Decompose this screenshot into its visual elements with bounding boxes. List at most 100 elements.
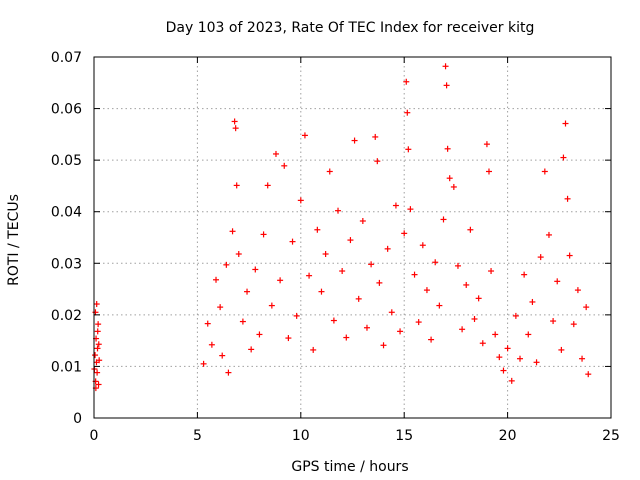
y-tick-label: 0.03 [51, 256, 82, 272]
data-point [479, 340, 486, 347]
data-point [450, 183, 457, 190]
x-tick-label: 5 [193, 428, 202, 444]
x-tick-label: 15 [395, 428, 413, 444]
data-point [92, 309, 99, 316]
data-point [252, 266, 259, 273]
data-point [432, 259, 439, 266]
data-point [545, 231, 552, 238]
ticks-layer: 0 5 10 15 20 25 0 0.01 0.02 0.03 0.04 0.05 0.06 0.07 [51, 50, 620, 444]
data-point [343, 334, 350, 341]
data-point [463, 281, 470, 288]
data-point [260, 231, 267, 238]
data-point [217, 304, 224, 311]
data-point [219, 352, 226, 359]
data-point [529, 298, 536, 305]
data-point [239, 318, 246, 325]
data-point [232, 125, 239, 132]
data-point [459, 326, 466, 333]
data-point [392, 202, 399, 209]
data-point [407, 206, 414, 213]
data-point [301, 132, 308, 139]
data-point [297, 197, 304, 204]
data-point [380, 342, 387, 349]
data-point [471, 315, 478, 322]
data-point [558, 346, 565, 353]
y-tick-label: 0.07 [51, 50, 82, 66]
data-point [233, 182, 240, 189]
x-tick-label: 0 [90, 428, 99, 444]
data-point [508, 377, 515, 384]
data-point [533, 359, 540, 366]
data-point [330, 317, 337, 324]
data-point [562, 120, 569, 127]
data-point [208, 341, 215, 348]
data-point [500, 367, 507, 374]
data-point [248, 346, 255, 353]
data-point [268, 302, 275, 309]
data-point [363, 324, 370, 331]
data-point [583, 304, 590, 311]
data-point [368, 261, 375, 268]
data-point [560, 154, 567, 161]
data-point [512, 312, 519, 319]
data-point [95, 381, 102, 388]
data-point [401, 230, 408, 237]
data-point [277, 277, 284, 284]
data-point [231, 118, 238, 125]
x-axis-label: GPS time / hours [291, 459, 408, 475]
y-tick-label: 0 [73, 411, 82, 427]
data-point [467, 226, 474, 233]
data-point [442, 63, 449, 70]
data-point [374, 158, 381, 165]
grid-layer [94, 57, 611, 418]
data-point [564, 195, 571, 202]
data-point [444, 145, 451, 152]
data-point [306, 272, 313, 279]
data-point [285, 335, 292, 342]
points-layer [91, 63, 592, 392]
data-point [310, 346, 317, 353]
data-point [579, 355, 586, 362]
y-tick-label: 0.01 [51, 359, 82, 375]
chart-title: Day 103 of 2023, Rate Of TEC Index for r… [166, 20, 535, 36]
data-point [272, 150, 279, 157]
data-point [339, 268, 346, 275]
data-point [314, 226, 321, 233]
data-point [293, 312, 300, 319]
data-point [525, 331, 532, 338]
data-point [574, 287, 581, 294]
data-point [229, 228, 236, 235]
data-point [225, 369, 232, 376]
data-point [95, 341, 102, 348]
data-point [443, 82, 450, 89]
data-point [440, 216, 447, 223]
data-point [415, 319, 422, 326]
data-point [235, 251, 242, 258]
data-point [419, 242, 426, 249]
data-point [93, 301, 100, 308]
data-point [404, 109, 411, 116]
data-point [475, 295, 482, 302]
data-point [94, 345, 101, 352]
x-tick-label: 10 [292, 428, 310, 444]
data-point [492, 331, 499, 338]
y-tick-label: 0.06 [51, 102, 82, 118]
data-point [554, 278, 561, 285]
data-point [436, 302, 443, 309]
data-point [359, 217, 366, 224]
data-point [488, 268, 495, 275]
data-point [289, 238, 296, 245]
y-axis-label: ROTI / TECUs [6, 194, 22, 286]
x-tick-label: 25 [602, 428, 620, 444]
data-point [446, 175, 453, 182]
data-point [376, 279, 383, 286]
data-point [423, 287, 430, 294]
data-point [95, 321, 102, 328]
data-point [454, 262, 461, 269]
data-point [347, 237, 354, 244]
data-point [322, 251, 329, 258]
data-point [496, 354, 503, 361]
data-point [541, 168, 548, 175]
